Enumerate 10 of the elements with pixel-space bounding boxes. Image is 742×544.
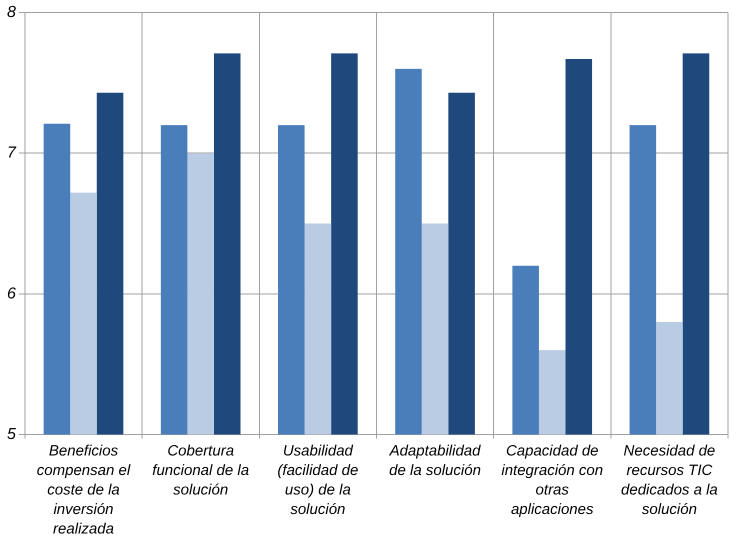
y-tick-label: 7 bbox=[6, 144, 17, 162]
x-tick-label: Usabilidad (facilidad de uso) de la solución bbox=[277, 442, 358, 518]
x-tick-label: Necesidad de recursos TIC dedicados a la solución bbox=[621, 442, 718, 518]
y-tick-label: 5 bbox=[6, 426, 16, 443]
x-tick-label: Adaptabilidad de la solución bbox=[388, 442, 482, 479]
y-tick-label: 8 bbox=[6, 4, 16, 22]
x-tick-label: Cobertura funcional de la solución bbox=[152, 442, 250, 498]
x-tick-label: Beneficios compensan el coste de la inversión realizada bbox=[36, 442, 131, 538]
y-tick-label: 6 bbox=[6, 285, 16, 302]
x-tick-label: Capacidad de integración con otras aplicaciones bbox=[501, 442, 604, 518]
